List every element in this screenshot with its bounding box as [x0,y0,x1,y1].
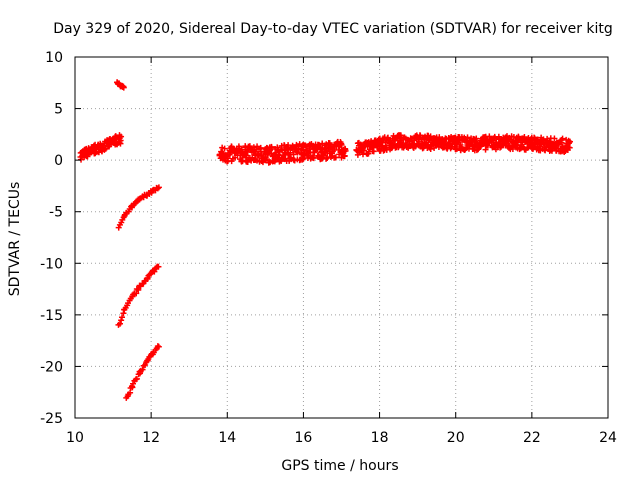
data-point [486,133,493,140]
data-point [151,268,158,275]
data-point [326,140,333,147]
series-arc-b [114,79,127,91]
x-tick-label: 18 [371,430,389,446]
data-point [338,140,345,147]
y-tick-label: 10 [45,50,63,66]
x-tick-label: 24 [599,430,617,446]
grid [75,57,608,418]
data-point [120,84,127,91]
x-tick-label: 16 [295,430,313,446]
y-tick-label: -20 [40,359,63,375]
x-tick-label: 10 [66,430,84,446]
data-point [310,155,317,162]
y-tick-label: -25 [40,411,63,427]
x-tick-label: 22 [523,430,541,446]
data-point [342,147,349,154]
data-point [221,145,228,152]
data-series [77,79,574,401]
data-point [154,185,161,192]
series-arc-c [115,184,162,231]
data-point [131,200,138,207]
data-point [287,149,294,156]
data-point [457,141,464,148]
data-point [118,133,125,140]
data-point [311,149,318,156]
y-tick-label: -15 [40,308,63,324]
data-point [135,287,142,294]
data-point [551,135,558,142]
data-point [142,362,149,369]
data-point [491,135,498,142]
data-point [566,138,573,145]
data-point [118,314,125,321]
data-point [300,155,307,162]
x-tick-label: 14 [218,430,236,446]
plot-frame [74,56,609,419]
y-tick-label: -5 [49,205,63,221]
data-point [264,152,271,159]
data-point [117,320,124,327]
data-point [250,144,257,151]
y-tick-label: -10 [40,256,63,272]
data-point [324,155,331,162]
data-point [521,133,528,140]
data-point [106,143,113,150]
data-point [559,135,566,142]
series-arc-f [216,138,349,166]
chart-title: Day 329 of 2020, Sidereal Day-to-day VTE… [53,21,613,37]
ticks: 10 12 14 16 18 20 22 24 -25 -20 -15 -10 -5 0 5 10 [40,50,617,446]
series-arc-e [123,343,162,401]
data-point [130,380,137,387]
data-point [274,144,281,151]
data-point [155,263,162,270]
data-point [268,144,275,151]
data-point [117,140,124,147]
data-point [558,139,565,146]
data-point [139,366,146,373]
series-arc-a [77,132,125,163]
x-tick-label: 20 [447,430,465,446]
data-point [118,317,125,324]
data-point [155,184,162,191]
data-point [436,134,443,141]
series-arc-g [353,132,574,158]
data-point [155,343,162,350]
data-point [566,144,573,151]
x-tick-label: 12 [142,430,160,446]
data-point [482,146,489,153]
data-point [299,156,306,163]
data-point [397,132,404,139]
data-point [323,155,330,162]
data-point [332,154,339,161]
y-axis-label: SDTVAR / TECUs [7,182,23,297]
series-arc-d [115,263,162,328]
y-tick-label: 5 [54,102,63,118]
data-point [263,156,270,163]
y-tick-label: 0 [54,153,63,169]
x-axis-label: GPS time / hours [281,458,398,474]
data-point [133,375,140,382]
